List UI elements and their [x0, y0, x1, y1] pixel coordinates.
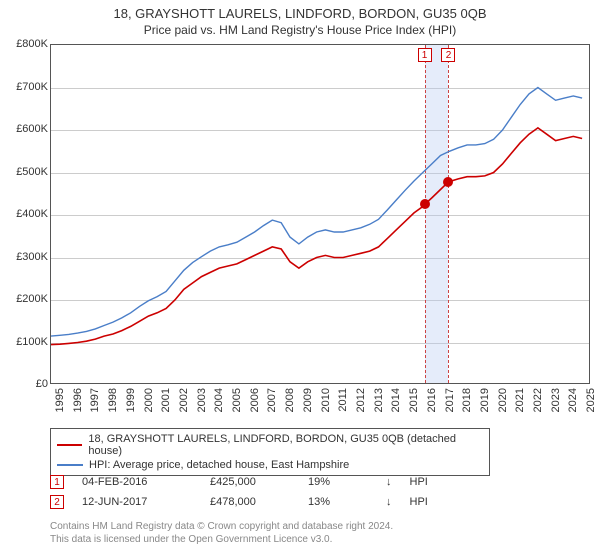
series-svg [51, 45, 591, 385]
legend-row: 18, GRAYSHOTT LAURELS, LINDFORD, BORDON,… [57, 432, 483, 458]
x-tick-label: 2014 [390, 388, 402, 412]
sale-dot [420, 199, 430, 209]
legend-swatch [57, 444, 82, 446]
arrow-down-icon: ↓ [386, 496, 392, 508]
y-tick-label: £400K [16, 208, 48, 220]
x-tick-label: 1995 [54, 388, 66, 412]
legend-box: 18, GRAYSHOTT LAURELS, LINDFORD, BORDON,… [50, 428, 490, 476]
x-tick-label: 2022 [532, 388, 544, 412]
sales-row: 1 04-FEB-2016 £425,000 19% ↓ HPI [50, 472, 550, 492]
chart-title-sub: Price paid vs. HM Land Registry's House … [0, 23, 600, 37]
sales-row-price: £425,000 [210, 476, 290, 488]
x-tick-label: 2008 [284, 388, 296, 412]
footer-line-2: This data is licensed under the Open Gov… [50, 533, 570, 546]
y-tick-label: £800K [16, 38, 48, 50]
sales-row-ref: HPI [410, 476, 428, 488]
plot-area: 12 [50, 44, 590, 384]
x-tick-label: 2003 [196, 388, 208, 412]
legend-label: 18, GRAYSHOTT LAURELS, LINDFORD, BORDON,… [88, 433, 483, 457]
sale-dot [443, 177, 453, 187]
x-tick-label: 2021 [514, 388, 526, 412]
series-line-hpi [51, 88, 582, 337]
sales-row-marker: 1 [50, 475, 64, 489]
x-tick-label: 2001 [160, 388, 172, 412]
sales-row-date: 12-JUN-2017 [82, 496, 192, 508]
sales-row-ref: HPI [410, 496, 428, 508]
sales-row-delta: 19% [308, 476, 368, 488]
x-tick-label: 1998 [107, 388, 119, 412]
x-tick-label: 2024 [567, 388, 579, 412]
sales-row-marker: 2 [50, 495, 64, 509]
legend-swatch [57, 464, 83, 466]
sale-marker-box: 2 [441, 48, 455, 62]
legend-row: HPI: Average price, detached house, East… [57, 458, 483, 472]
x-tick-label: 2023 [550, 388, 562, 412]
x-tick-label: 1999 [125, 388, 137, 412]
y-tick-label: £100K [16, 336, 48, 348]
x-tick-label: 2018 [461, 388, 473, 412]
footer-attribution: Contains HM Land Registry data © Crown c… [50, 520, 570, 546]
x-tick-label: 2009 [302, 388, 314, 412]
sales-table: 1 04-FEB-2016 £425,000 19% ↓ HPI 2 12-JUN-2017 £… [50, 472, 550, 512]
x-tick-label: 2020 [497, 388, 509, 412]
x-tick-label: 2011 [337, 388, 349, 412]
x-tick-label: 1997 [89, 388, 101, 412]
footer-line-1: Contains HM Land Registry data © Crown c… [50, 520, 570, 533]
arrow-down-icon: ↓ [386, 476, 392, 488]
x-tick-label: 2015 [408, 388, 420, 412]
x-tick-label: 2005 [231, 388, 243, 412]
x-tick-label: 2013 [373, 388, 385, 412]
sales-row-delta: 13% [308, 496, 368, 508]
sales-row: 2 12-JUN-2017 £478,000 13% ↓ HPI [50, 492, 550, 512]
x-tick-label: 2012 [355, 388, 367, 412]
x-tick-label: 2000 [143, 388, 155, 412]
y-tick-label: £200K [16, 293, 48, 305]
x-tick-label: 1996 [72, 388, 84, 412]
chart-container: 18, GRAYSHOTT LAURELS, LINDFORD, BORDON,… [0, 0, 600, 560]
x-tick-label: 2016 [426, 388, 438, 412]
y-tick-label: £600K [16, 123, 48, 135]
x-tick-label: 2019 [479, 388, 491, 412]
y-tick-label: £300K [16, 251, 48, 263]
y-tick-label: £500K [16, 166, 48, 178]
y-tick-label: £700K [16, 81, 48, 93]
x-tick-label: 2006 [249, 388, 261, 412]
x-tick-label: 2007 [266, 388, 278, 412]
legend-label: HPI: Average price, detached house, East… [89, 459, 349, 471]
sales-row-date: 04-FEB-2016 [82, 476, 192, 488]
sale-marker-box: 1 [418, 48, 432, 62]
title-block: 18, GRAYSHOTT LAURELS, LINDFORD, BORDON,… [0, 0, 600, 37]
sales-row-price: £478,000 [210, 496, 290, 508]
y-tick-label: £0 [36, 378, 48, 390]
x-tick-label: 2010 [320, 388, 332, 412]
chart-title-main: 18, GRAYSHOTT LAURELS, LINDFORD, BORDON,… [0, 6, 600, 21]
x-tick-label: 2004 [213, 388, 225, 412]
x-tick-label: 2025 [585, 388, 597, 412]
x-tick-label: 2002 [178, 388, 190, 412]
x-tick-label: 2017 [444, 388, 456, 412]
